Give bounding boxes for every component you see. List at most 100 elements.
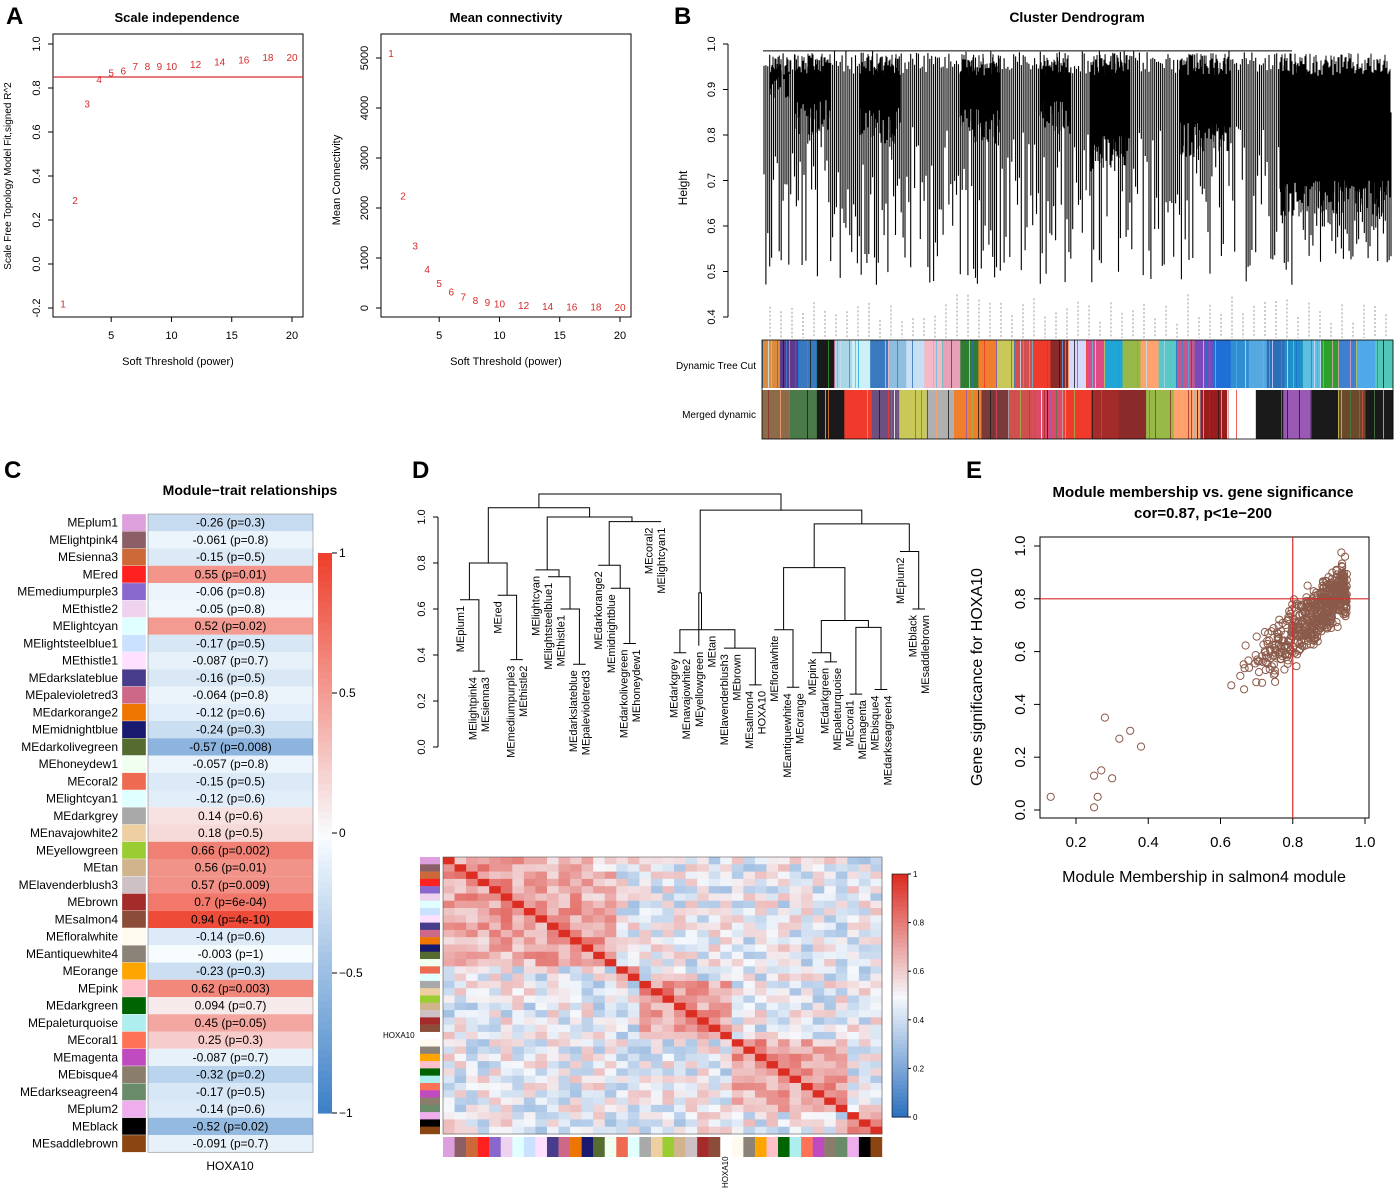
dynamic-tree-cut-segment-stripe xyxy=(1146,340,1147,388)
dynamic-tree-cut-segment-stripe xyxy=(1293,340,1294,388)
adjacency-cell xyxy=(570,1090,583,1098)
adjacency-cell xyxy=(858,944,871,953)
panel-label-c: C xyxy=(4,457,21,484)
adjacency-cell xyxy=(754,1039,767,1047)
adjacency-cell xyxy=(847,1010,860,1018)
adjacency-cell xyxy=(593,1097,606,1106)
gene-point xyxy=(1337,595,1347,604)
adjacency-cell xyxy=(523,1002,536,1011)
adjacency-cell xyxy=(489,1039,502,1047)
adjacency-cell xyxy=(847,937,860,945)
x-tick-label: 20 xyxy=(286,330,298,342)
adjacency-cell xyxy=(708,1068,721,1077)
adjacency-cell xyxy=(593,980,606,989)
adjacency-cell xyxy=(674,1104,687,1113)
adjacency-cell xyxy=(824,922,837,931)
adjacency-cell xyxy=(581,1104,594,1113)
adjacency-cell xyxy=(778,1075,790,1084)
adjacency-cell xyxy=(824,973,837,982)
adjacency-cell xyxy=(824,878,837,887)
correlation-cell xyxy=(148,962,313,980)
col-color-swatch xyxy=(443,1137,455,1157)
row-color-swatch xyxy=(420,864,440,872)
dynamic-tree-cut-segment xyxy=(1302,340,1322,388)
adjacency-cell xyxy=(754,1061,767,1069)
adjacency-cell xyxy=(778,871,790,880)
row-color-swatch xyxy=(420,1126,440,1135)
adjacency-cell xyxy=(662,893,675,902)
merged-dynamic-segment xyxy=(1200,390,1229,439)
adjacency-cell xyxy=(743,988,756,996)
adjacency-cell xyxy=(835,937,848,945)
adjacency-cell xyxy=(454,966,467,975)
adjacency-cell xyxy=(558,1075,571,1084)
adjacency-cell xyxy=(650,878,663,887)
dynamic-tree-cut-segment-stripe xyxy=(789,340,790,388)
adjacency-cell xyxy=(801,1061,814,1069)
adjacency-cell xyxy=(558,1039,571,1047)
adjacency-cell xyxy=(466,871,479,880)
adjacency-cell xyxy=(708,1046,721,1055)
adjacency-cell xyxy=(662,878,675,887)
adjacency-cell xyxy=(847,988,860,996)
adjacency-cell xyxy=(512,966,525,975)
adjacency-cell xyxy=(662,1046,675,1055)
merged-dynamic-segment-stripe xyxy=(867,390,868,439)
adjacency-cell xyxy=(454,878,467,887)
adjacency-cell xyxy=(685,929,698,938)
adjacency-cell xyxy=(743,1031,756,1040)
adjacency-cell xyxy=(743,1046,756,1055)
merged-dynamic-segment-stripe xyxy=(966,390,967,439)
adjacency-cell xyxy=(754,959,767,967)
adjacency-cell xyxy=(627,1126,640,1135)
adjacency-cell xyxy=(639,1031,652,1040)
adjacency-cell xyxy=(697,1039,710,1047)
adjacency-cell xyxy=(858,878,871,887)
module-label: MEyellowgreen xyxy=(36,843,118,857)
y-tick-label: 0.8 xyxy=(31,80,43,95)
adjacency-cell xyxy=(489,886,502,894)
adjacency-cell xyxy=(674,1017,687,1026)
adjacency-cell xyxy=(835,1112,848,1120)
adjacency-cell xyxy=(720,878,733,887)
gene-point xyxy=(1337,559,1347,568)
power-point-label: 16 xyxy=(566,302,578,313)
y-tick-label: 0.4 xyxy=(31,168,43,183)
adjacency-heatmap xyxy=(420,856,883,1157)
adjacency-cell xyxy=(535,1112,548,1120)
adjacency-cell xyxy=(466,951,479,960)
adjacency-cell xyxy=(546,1039,559,1047)
adjacency-cell xyxy=(512,1024,525,1033)
dynamic-tree-cut-segment-stripe xyxy=(1011,340,1012,388)
adjacency-cell xyxy=(558,886,571,894)
adjacency-cell xyxy=(674,988,687,996)
adjacency-cell xyxy=(824,1090,837,1098)
module-label: MEdarkolivegreen xyxy=(21,740,118,754)
adjacency-cell xyxy=(766,973,779,982)
row-color-swatch xyxy=(420,908,440,916)
adjacency-cell xyxy=(743,1010,756,1018)
power-point-label: 9 xyxy=(157,62,163,73)
adjacency-cell xyxy=(685,1075,698,1084)
module-color-swatch xyxy=(121,858,147,877)
merged-dynamic-segment-stripe xyxy=(1032,390,1033,439)
adjacency-cell xyxy=(697,1119,710,1128)
row-color-swatch xyxy=(420,886,440,894)
adjacency-cell xyxy=(570,944,583,953)
adjacency-cell xyxy=(789,886,802,894)
adjacency-cell xyxy=(731,959,744,967)
adjacency-cell xyxy=(835,1031,848,1040)
merged-dynamic-segment xyxy=(816,390,845,439)
adjacency-cell xyxy=(674,929,687,938)
adjacency-cell xyxy=(570,1119,583,1128)
correlation-value: -0.15 (p=0.5) xyxy=(196,774,265,788)
adjacency-cell xyxy=(824,857,837,865)
dynamic-tree-cut-segment xyxy=(906,340,925,388)
colorbar-step xyxy=(892,1044,908,1049)
adjacency-cell xyxy=(500,1075,513,1084)
adjacency-cell xyxy=(720,980,733,989)
adjacency-cell xyxy=(674,1097,687,1106)
correlation-cell xyxy=(148,755,313,773)
adjacency-cell xyxy=(743,900,756,909)
adjacency-cell xyxy=(593,886,606,894)
